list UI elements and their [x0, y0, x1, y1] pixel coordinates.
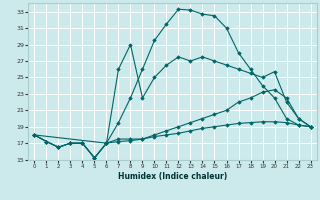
X-axis label: Humidex (Indice chaleur): Humidex (Indice chaleur) — [118, 172, 227, 181]
